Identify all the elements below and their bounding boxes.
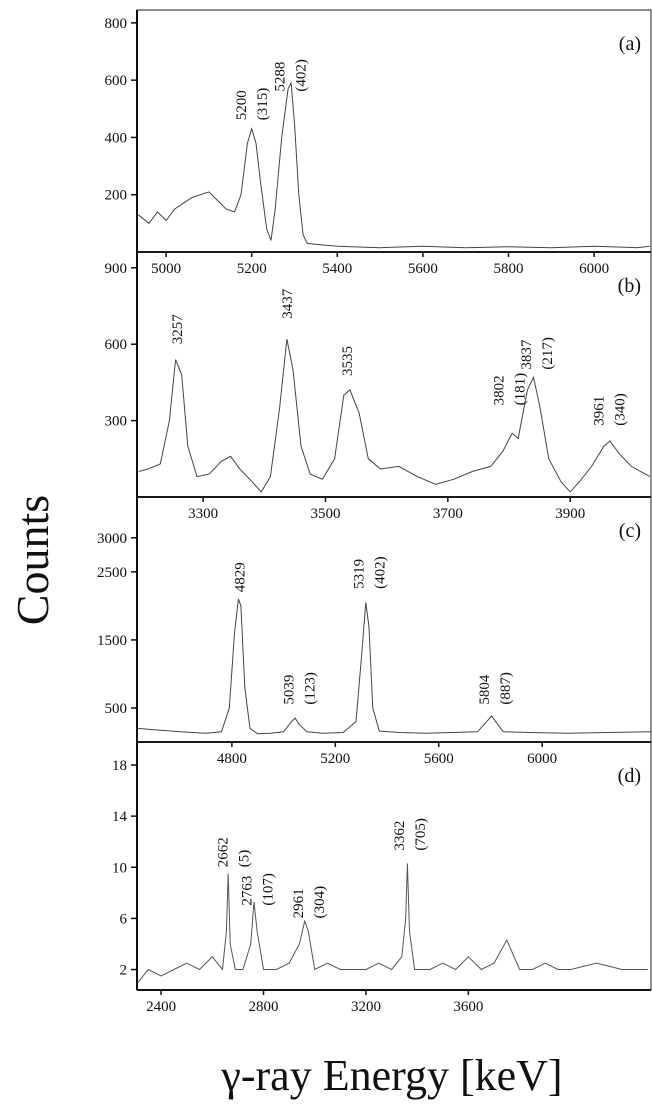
peak-annotation: (123): [303, 672, 319, 705]
peak-annotation: (705): [413, 818, 429, 851]
peak-annotation: 3257: [170, 314, 186, 345]
peak-annotation: 2662: [215, 837, 231, 867]
x-tick-label: 3500: [310, 506, 340, 522]
peak-annotation: 3535: [340, 346, 356, 376]
peak-annotation: 5039: [282, 675, 298, 705]
spectrum-line: [137, 81, 650, 249]
x-tick-label: 4800: [217, 751, 247, 767]
x-tick-label: 5200: [320, 751, 350, 767]
peak-annotation: (315): [255, 88, 271, 121]
x-tick-label: 3700: [433, 506, 463, 522]
peak-annotation: 5200: [234, 90, 250, 120]
y-tick-label: 3000: [97, 531, 127, 547]
y-tick-label: 600: [105, 73, 128, 89]
y-tick-label: 1500: [97, 633, 127, 649]
y-tick-label: 2500: [97, 565, 127, 581]
panel-frame: [136, 496, 652, 743]
x-tick-label: 5600: [408, 261, 438, 277]
x-tick-label: 3300: [188, 506, 218, 522]
x-tick-label: 5000: [151, 261, 181, 277]
x-axis-label: γ-ray Energy [keV]: [220, 1051, 562, 1100]
peak-annotation: (107): [261, 873, 277, 906]
peak-annotation: (217): [540, 337, 556, 370]
x-tick-label: 2800: [249, 999, 279, 1015]
x-tick-label: 5600: [424, 751, 454, 767]
x-tick-label: 6000: [579, 261, 609, 277]
peak-annotation: 4829: [232, 562, 248, 592]
spectrum-line: [138, 339, 651, 493]
y-tick-label: 800: [105, 16, 128, 32]
x-tick-label: 5200: [237, 261, 267, 277]
panel-label: (d): [618, 765, 641, 787]
x-tick-label: 3600: [453, 999, 483, 1015]
x-tick-label: 2400: [146, 999, 176, 1015]
y-tick-label: 300: [105, 414, 128, 430]
x-tick-label: 5800: [493, 261, 523, 277]
y-tick-label: 600: [105, 337, 128, 353]
peak-annotation: 3362: [392, 821, 408, 851]
peak-annotation: 5804: [477, 674, 493, 705]
peak-annotation: 5319: [351, 559, 367, 589]
peak-annotation: 2763: [240, 876, 256, 906]
y-tick-label: 2: [120, 963, 128, 979]
panel-label: (b): [618, 275, 641, 297]
x-tick-label: 6000: [527, 751, 557, 767]
peak-annotation: 3802: [492, 375, 508, 405]
y-tick-label: 18: [112, 758, 127, 774]
y-tick-label: 14: [112, 809, 128, 825]
peak-annotation: (340): [612, 393, 628, 426]
peak-annotation: 3837: [519, 339, 535, 370]
peak-annotation: 5288: [273, 62, 289, 92]
x-tick-label: 5400: [322, 261, 352, 277]
peak-annotation: (304): [312, 886, 328, 919]
y-tick-label: 10: [112, 860, 127, 876]
panel-frame: [136, 251, 652, 498]
y-tick-label: 900: [105, 261, 128, 277]
panel-frame: [136, 741, 652, 991]
spectrum-line: [137, 863, 648, 983]
x-tick-label: 3200: [351, 999, 381, 1015]
panel-label: (c): [619, 520, 641, 542]
peak-annotation: (5): [236, 850, 252, 868]
panel-frame: [136, 9, 652, 253]
peak-annotation: (181): [513, 373, 529, 406]
panel-label: (a): [619, 33, 641, 55]
peak-annotation: (887): [498, 672, 514, 705]
peak-annotation: 3437: [280, 288, 296, 319]
peak-annotation: 3961: [591, 396, 607, 426]
y-tick-label: 400: [105, 130, 128, 146]
y-tick-label: 500: [105, 701, 128, 717]
y-tick-label: 200: [105, 188, 128, 204]
peak-annotation: (402): [372, 556, 388, 589]
x-tick-label: 3900: [555, 506, 585, 522]
peak-annotation: 2961: [291, 888, 307, 918]
y-tick-label: 6: [120, 911, 128, 927]
y-axis-label: Counts: [7, 495, 58, 625]
peak-annotation: (402): [294, 59, 310, 92]
spectrum-line: [137, 598, 651, 735]
